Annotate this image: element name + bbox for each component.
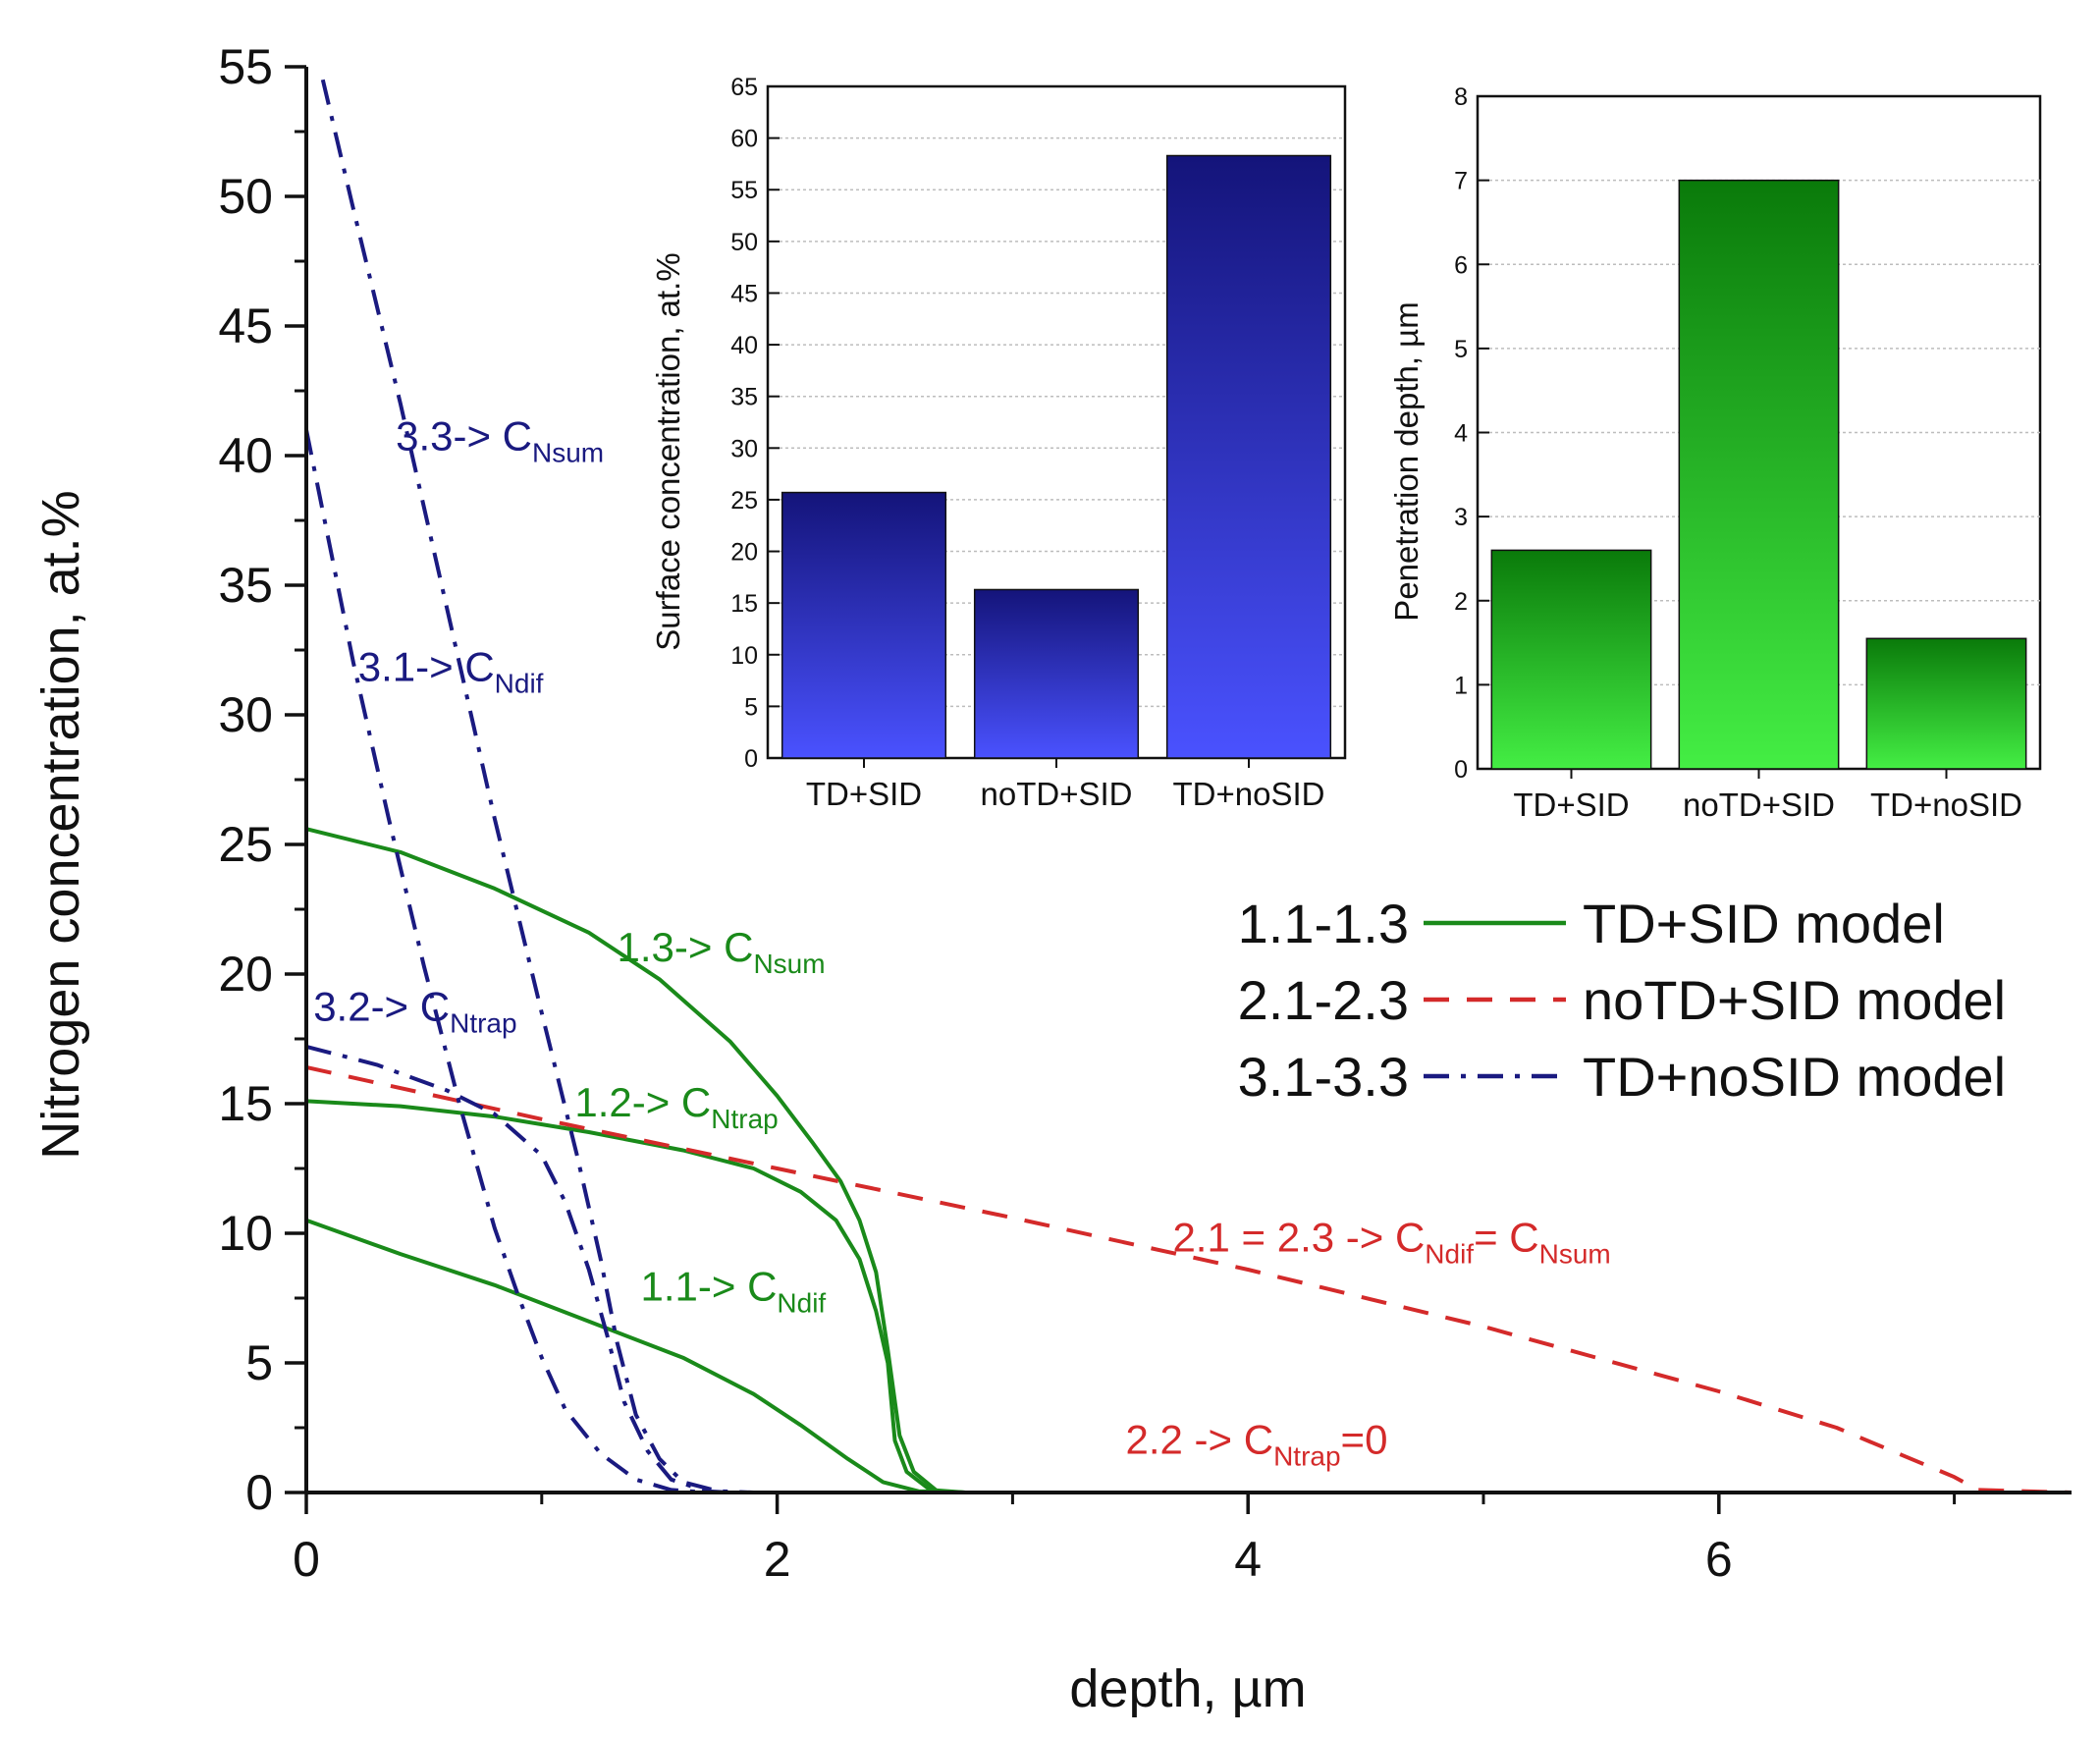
y-tick-label: 55 (730, 177, 758, 204)
category-label: TD+noSID (1870, 787, 2022, 823)
category-label: noTD+SID (981, 776, 1133, 812)
category-label: TD+SID (806, 776, 922, 812)
y-axis-title: Nitrogen concentration, at.% (31, 490, 90, 1159)
y-tick-label: 2 (1454, 588, 1468, 616)
curve-annotation: 2.2 -> CNtrap=0 (1126, 1416, 1388, 1471)
y-tick-label: 25 (218, 817, 273, 872)
curve-annotation: 3.3-> CNsum (396, 413, 604, 468)
inset-depth-y-ticks: 0 1 2 3 4 5 6 7 8 (1454, 83, 1489, 784)
bar-noTD+SID (1678, 179, 1840, 770)
y-tick-label: 10 (730, 642, 758, 670)
y-tick-label: 6 (1454, 251, 1468, 279)
y-tick-label: 25 (730, 487, 758, 515)
inset-depth-y-title: Penetration depth, µm (1388, 301, 1425, 621)
x-tick-label: 4 (1234, 1532, 1262, 1587)
main-x-ticks: 0 2 4 6 (293, 1493, 1957, 1587)
y-tick-label: 55 (218, 39, 273, 94)
y-tick-label: 0 (744, 745, 758, 773)
y-tick-label: 30 (730, 435, 758, 462)
category-label: TD+SID (1513, 787, 1629, 823)
y-tick-label: 0 (1454, 756, 1468, 784)
category-label: noTD+SID (1683, 787, 1835, 823)
y-tick-label: 40 (730, 332, 758, 359)
y-tick-label: 30 (218, 687, 273, 742)
y-tick-label: 20 (730, 539, 758, 567)
y-tick-label: 5 (1454, 336, 1468, 363)
legend-label: TD+noSID model (1583, 1046, 2006, 1108)
bar-noTD+SID (973, 588, 1140, 759)
y-tick-label: 45 (730, 280, 758, 307)
curve-annotation: 2.1 = 2.3 -> CNdif= CNsum (1172, 1214, 1610, 1269)
y-tick-label: 7 (1454, 168, 1468, 195)
curve-3-1 (306, 429, 2072, 1494)
curve-annotations: 1.1-> CNdif 1.2-> CNtrap 1.3-> CNsum 2.1 = … (313, 413, 1611, 1472)
curve-3-3 (320, 79, 2072, 1494)
curve-annotation: 1.1-> CNdif (641, 1264, 827, 1319)
y-tick-label: 10 (218, 1206, 273, 1261)
legend-range: 3.1-3.3 (1238, 1046, 1409, 1108)
x-axis-title: depth, µm (1069, 1659, 1306, 1718)
curve-annotation: 3.2-> CNtrap (313, 984, 516, 1039)
y-tick-label: 40 (218, 428, 273, 483)
inset-surface-y-ticks: 0 5 10 15 20 25 30 35 40 45 50 55 60 65 (730, 74, 780, 773)
bar-TD+noSID (1165, 154, 1332, 759)
legend-label: TD+SID model (1583, 893, 1945, 954)
inset-depth-categories: TD+SID noTD+SID TD+noSID (1513, 769, 2022, 823)
inset-penetration-depth: 0 1 2 3 4 5 6 7 8 TD+SID noTD+SID TD+noSID Penetra… (1388, 83, 2042, 823)
x-tick-label: 2 (764, 1532, 791, 1587)
inset-surface-y-title: Surface concentration, at.% (650, 252, 686, 650)
curve-1-3 (306, 827, 2072, 1494)
curve-2-1-2-3 (306, 1065, 2072, 1494)
inset-surface-concentration: 0 5 10 15 20 25 30 35 40 45 50 55 60 65 TD+SID noTD+SI… (650, 74, 1347, 812)
y-tick-label: 0 (245, 1465, 273, 1520)
category-label: TD+noSID (1173, 776, 1325, 812)
inset-depth-bars (1490, 179, 2027, 770)
y-tick-label: 35 (730, 384, 758, 411)
y-tick-label: 8 (1454, 83, 1468, 111)
y-tick-label: 65 (730, 74, 758, 101)
curve-annotation: 1.2-> CNtrap (574, 1079, 778, 1134)
inset-surface-bars (781, 154, 1332, 759)
y-tick-label: 4 (1454, 420, 1468, 448)
y-tick-label: 1 (1454, 672, 1468, 699)
y-tick-label: 5 (744, 693, 758, 721)
main-y-ticks: 0 5 10 15 20 25 30 35 40 45 50 55 (218, 39, 306, 1520)
y-tick-label: 45 (218, 299, 273, 353)
legend-range: 2.1-2.3 (1238, 969, 1409, 1031)
legend-range: 1.1-1.3 (1238, 893, 1409, 954)
y-tick-label: 60 (730, 126, 758, 153)
curve-1-2 (306, 1099, 2072, 1494)
y-tick-label: 50 (730, 229, 758, 256)
y-tick-label: 3 (1454, 504, 1468, 531)
bar-TD+noSID (1865, 637, 2027, 770)
legend: 1.1-1.3 TD+SID model 2.1-2.3 noTD+SID model… (1238, 893, 2006, 1108)
x-tick-label: 0 (293, 1532, 320, 1587)
y-tick-label: 15 (218, 1076, 273, 1131)
x-tick-label: 6 (1705, 1532, 1733, 1587)
curve-annotation: 1.3-> CNsum (618, 924, 826, 979)
bar-TD+SID (781, 491, 947, 759)
legend-label: noTD+SID model (1583, 969, 2006, 1031)
y-tick-label: 15 (730, 590, 758, 618)
y-tick-label: 5 (245, 1335, 273, 1390)
y-tick-label: 20 (218, 947, 273, 1002)
inset-surface-categories: TD+SID noTD+SID TD+noSID (806, 758, 1325, 812)
y-tick-label: 50 (218, 169, 273, 224)
bar-TD+SID (1490, 549, 1652, 770)
curve-annotation: 3.1-> CNdif (358, 644, 544, 699)
y-tick-label: 35 (218, 558, 273, 613)
